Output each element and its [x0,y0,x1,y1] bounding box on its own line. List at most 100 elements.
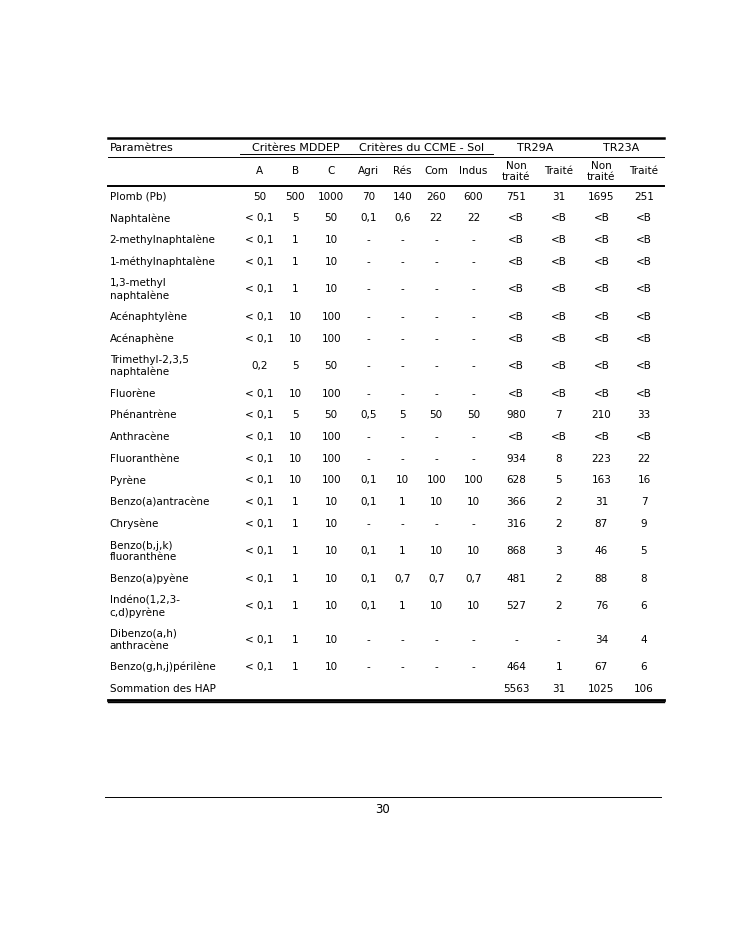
Text: 6: 6 [641,663,648,672]
Text: -: - [471,257,475,267]
Text: 5563: 5563 [503,684,530,694]
Text: < 0,1: < 0,1 [245,574,273,584]
Text: 1-méthylnaphtalène: 1-méthylnaphtalène [110,257,215,267]
Text: -: - [434,285,438,294]
Text: 316: 316 [506,519,526,529]
Text: 100: 100 [321,454,341,463]
Text: <B: <B [508,213,524,224]
Text: Acénaphtylène: Acénaphtylène [110,312,187,322]
Text: TR29A: TR29A [518,143,554,152]
Text: C: C [327,166,335,177]
Text: Indéno(1,2,3-
c,d)pyrène: Indéno(1,2,3- c,d)pyrène [110,595,179,618]
Text: 34: 34 [595,634,608,645]
Text: < 0,1: < 0,1 [245,388,273,399]
Text: <B: <B [551,361,567,371]
Text: <B: <B [636,213,652,224]
Text: <B: <B [551,285,567,294]
Text: 140: 140 [392,192,412,202]
Text: <B: <B [551,213,567,224]
Text: 10: 10 [325,574,338,584]
Text: <B: <B [636,285,652,294]
Text: 87: 87 [595,519,608,529]
Text: < 0,1: < 0,1 [245,213,273,224]
Text: 0,2: 0,2 [251,361,267,371]
Text: TR23A: TR23A [603,143,639,152]
Text: 1: 1 [292,497,299,508]
Text: 50: 50 [467,411,480,420]
Text: -: - [434,257,438,267]
Text: -: - [367,361,371,371]
Text: < 0,1: < 0,1 [245,634,273,645]
Text: <B: <B [593,257,610,267]
Text: 50: 50 [325,411,338,420]
Text: 2-methylnaphtalène: 2-methylnaphtalène [110,235,215,245]
Text: -: - [471,663,475,672]
Text: Non
traité: Non traité [587,161,616,182]
Text: < 0,1: < 0,1 [245,235,273,245]
Text: Trimethyl-2,3,5
naphtalène: Trimethyl-2,3,5 naphtalène [110,355,188,377]
Text: -: - [400,312,404,321]
Text: 10: 10 [430,546,443,556]
Text: < 0,1: < 0,1 [245,663,273,672]
Text: 980: 980 [506,411,526,420]
Text: Acénaphène: Acénaphène [110,334,174,344]
Text: 76: 76 [595,602,608,611]
Text: <B: <B [593,285,610,294]
Text: <B: <B [551,334,567,344]
Text: 5: 5 [399,411,406,420]
Text: Critères MDDEP: Critères MDDEP [252,143,339,152]
Text: -: - [400,235,404,245]
Text: 628: 628 [506,476,526,485]
Text: 1: 1 [292,602,299,611]
Text: 22: 22 [430,213,443,224]
Text: 2: 2 [555,574,562,584]
Text: -: - [367,334,371,344]
Text: 10: 10 [289,388,302,399]
Text: 33: 33 [637,411,651,420]
Text: 0,6: 0,6 [394,213,411,224]
Text: <B: <B [636,235,652,245]
Text: 10: 10 [325,257,338,267]
Text: 1: 1 [292,235,299,245]
Text: 0,1: 0,1 [360,476,376,485]
Text: -: - [434,361,438,371]
Text: -: - [367,257,371,267]
Text: < 0,1: < 0,1 [245,546,273,556]
Text: 31: 31 [552,684,565,694]
Text: 1000: 1000 [318,192,344,202]
Text: 5: 5 [555,476,562,485]
Text: -: - [434,454,438,463]
Text: -: - [471,361,475,371]
Text: Benzo(b,j,k)
fluoranthène: Benzo(b,j,k) fluoranthène [110,540,177,562]
Text: -: - [367,454,371,463]
Text: 1025: 1025 [588,684,615,694]
Text: 31: 31 [552,192,565,202]
Text: <B: <B [593,361,610,371]
Text: <B: <B [593,235,610,245]
Text: < 0,1: < 0,1 [245,519,273,529]
Text: 10: 10 [325,519,338,529]
Text: -: - [367,663,371,672]
Text: <B: <B [636,334,652,344]
Text: -: - [514,634,518,645]
Text: -: - [367,235,371,245]
Text: 10: 10 [325,546,338,556]
Text: 1: 1 [399,497,406,508]
Text: 1: 1 [292,519,299,529]
Text: 600: 600 [464,192,483,202]
Text: -: - [471,519,475,529]
Text: 22: 22 [467,213,480,224]
Text: Indus: Indus [459,166,488,177]
Text: <B: <B [508,312,524,321]
Text: 10: 10 [325,497,338,508]
Text: <B: <B [508,257,524,267]
Text: -: - [367,312,371,321]
Text: -: - [400,663,404,672]
Text: <B: <B [508,388,524,399]
Text: <B: <B [508,432,524,442]
Text: -: - [400,334,404,344]
Text: Agri: Agri [358,166,379,177]
Text: 5: 5 [641,546,648,556]
Text: 210: 210 [592,411,611,420]
Text: < 0,1: < 0,1 [245,257,273,267]
